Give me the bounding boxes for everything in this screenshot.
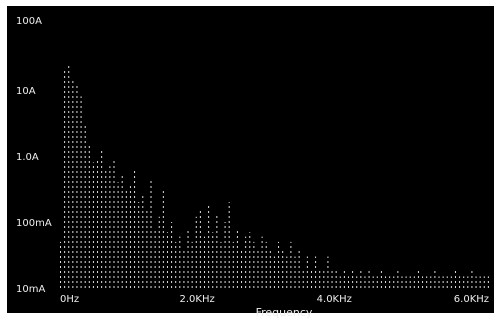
spectrum-trace bbox=[60, 63, 489, 288]
x-tick-label: 6.0KHz bbox=[454, 294, 489, 305]
y-tick-label: 100mA bbox=[16, 218, 52, 229]
x-tick-label: 4.0KHz bbox=[317, 294, 352, 305]
y-tick-label: 10mA bbox=[16, 284, 45, 295]
y-tick-label: 10A bbox=[16, 86, 36, 97]
y-tick-label: 1.0A bbox=[16, 152, 39, 163]
x-axis-title: Frequency bbox=[256, 306, 313, 319]
plot-background bbox=[7, 6, 494, 313]
x-tick-label: 2.0KHz bbox=[180, 294, 215, 305]
x-axis-ticks: 0Hz 2.0KHz 4.0KHz 6.0KHz bbox=[60, 294, 489, 305]
y-axis-ticks: 100A 10A 1.0A 100mA 10mA bbox=[16, 16, 52, 295]
y-tick-label: 100A bbox=[16, 16, 42, 27]
x-tick-label: 0Hz bbox=[60, 294, 79, 305]
